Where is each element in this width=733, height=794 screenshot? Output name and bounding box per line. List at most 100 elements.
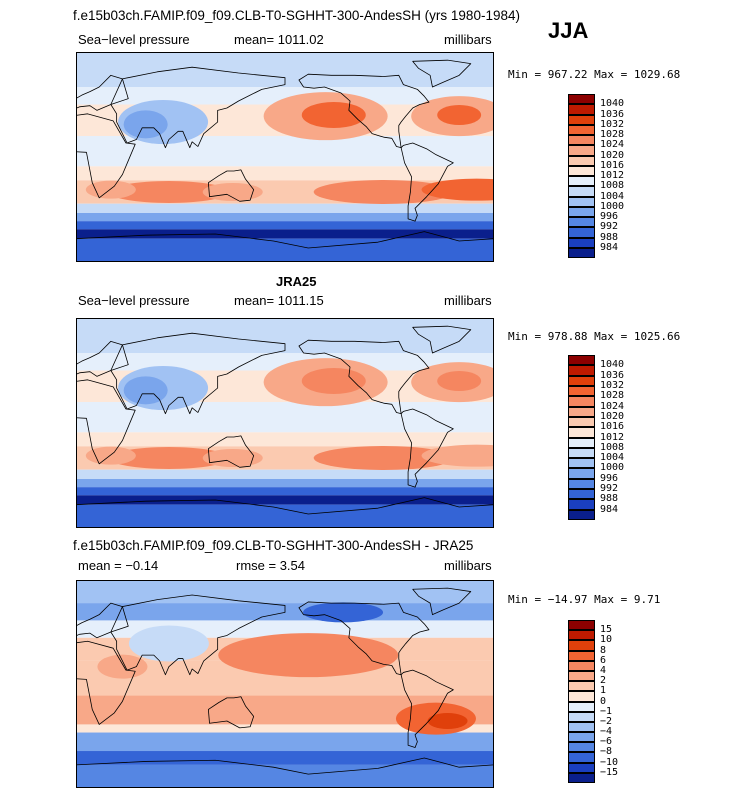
colorbar-level-label: 996 [600,211,619,222]
panel1-field-label: Sea−level pressure [78,32,190,47]
indian-ocean-high [108,181,229,203]
colorbar-swatch [568,104,595,115]
north-pacific-high-core [301,368,366,394]
colorbar-swatch [568,458,595,469]
band-storm [76,479,494,488]
south-atlantic-high [421,178,494,201]
colorbar-level-label: 1032 [600,379,625,391]
colorbar-swatch [568,691,595,702]
colorbar-level-label: 992 [600,221,619,233]
monsoon-low-core [123,110,168,139]
colorbar-level-label: 1000 [600,462,625,474]
colorbar-swatch [568,681,595,692]
diff-tibet-negative [128,625,209,662]
panel1-map [76,52,494,262]
coastlines [76,325,494,528]
colorbar-level-label: −1 [600,705,613,717]
panel1-title: f.e15b03ch.FAMIP.f09_f09.CLB-T0-SGHHT-30… [73,8,520,23]
colorbar-level-label: 1004 [600,190,625,202]
band-storm-core [76,487,494,496]
coastline [400,669,454,748]
colorbar-level-label: 996 [600,472,619,484]
colorbar-swatch [568,762,595,773]
colorbar-swatch [568,355,595,366]
panel3-units: millibars [444,558,492,573]
coastline [400,142,454,222]
coastline [207,169,255,202]
colorbar-swatch [568,375,595,386]
panel2-units: millibars [444,293,492,308]
colorbar-swatch [568,732,595,743]
colorbar-swatch [568,499,595,510]
panel1-units: millibars [444,32,492,47]
coastline [76,497,494,528]
colorbar-level-label: −6 [600,736,613,748]
colorbar-swatch [568,509,595,520]
diff-pacific-positive [218,633,399,678]
band-tropics [76,402,494,433]
colorbar-level-label: 984 [600,503,619,515]
colorbar-swatch [568,468,595,479]
band-tropics [76,136,494,167]
colorbar-level-label: 8 [600,644,607,656]
monsoon-low-core [123,376,168,405]
panel2-minmax: Min = 978.88 Max = 1025.66 [508,330,681,343]
coastline [76,74,129,111]
coastline [76,231,494,262]
south-africa-high [85,446,136,465]
colorbar-swatch [568,247,595,258]
colorbar-level-label: 2 [600,675,607,687]
colorbar-level-label: 1028 [600,129,625,140]
colorbar-level-label: 15 [600,624,613,636]
colorbar-swatch [568,186,595,197]
colorbar-swatch [568,742,595,753]
band-storm-north [76,203,494,213]
slp-field [76,52,494,262]
colorbar-level-label: 988 [600,493,619,505]
coastline [76,340,129,377]
colorbar-level-label: 1012 [600,431,625,443]
north-pacific-high-core [301,102,366,128]
coastline [298,601,430,676]
colorbar-swatch [568,489,595,500]
coastline [110,594,286,676]
panel3-title: f.e15b03ch.FAMIP.f09_f09.CLB-T0-SGHHT-30… [73,538,474,553]
south-atlantic-high [421,444,494,467]
colorbar-level-label: 1008 [600,180,625,192]
diff-south-transition [76,724,494,733]
colorbar-level-label: 10 [600,634,613,646]
panel2-map-svg [76,318,494,528]
diff-southern-ocean-core [76,751,494,765]
colorbar-swatch [568,416,595,428]
coastline [412,325,472,354]
colorbar-swatch [568,145,595,156]
colorbar-level-label: 984 [600,241,619,253]
coastline [76,602,129,639]
band-storm-north [76,469,494,479]
colorbar-level-label: 1000 [600,200,625,212]
colorbar-level-label: −2 [600,715,613,727]
map-frame [76,52,494,262]
colorbar-swatch [568,670,595,682]
colorbar-level-label: 1024 [600,400,625,412]
south-pacific-high [313,180,454,204]
colorbar-swatch [568,427,595,438]
colorbar-swatch [568,124,595,135]
colorbar-swatch [568,772,595,783]
panel2-map [76,318,494,528]
panel2-title: JRA25 [276,274,317,289]
panel2-mean: mean= 1011.15 [234,293,324,308]
band-circumpolar-low [76,229,494,239]
slp-field [76,580,494,788]
south-africa-high [85,180,136,199]
colorbar-level-label: 1040 [600,98,625,110]
diff-arctic [76,580,494,604]
colorbar-level-label: 0 [600,695,607,707]
colorbar-swatch [568,165,595,176]
coastline [207,435,255,468]
panel1-map-svg [76,52,494,262]
coastline [412,587,472,616]
colorbar-swatch [568,155,595,166]
panel1-mean: mean= 1011.02 [234,32,324,47]
colorbar-swatch [568,176,595,187]
